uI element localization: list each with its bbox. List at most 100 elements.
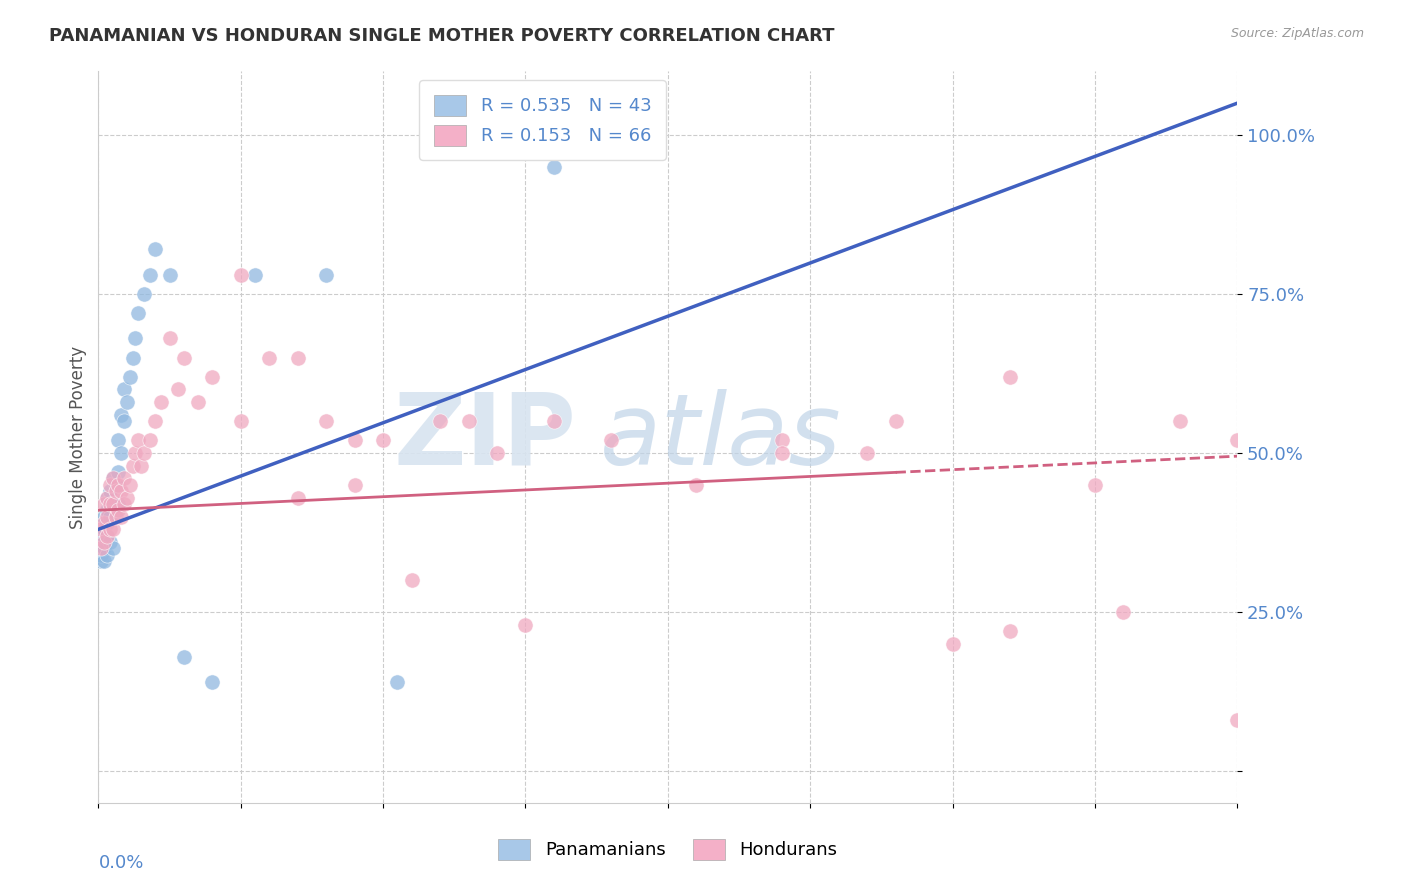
Point: [96, 529, 118, 543]
Point: [101, 497, 124, 511]
Point: [90, 548, 112, 562]
Point: [429, 414, 451, 428]
Point: [1084, 477, 1107, 491]
Point: [1170, 414, 1192, 428]
Point: [104, 477, 127, 491]
Point: [121, 458, 143, 473]
Point: [112, 414, 135, 428]
Point: [159, 331, 181, 345]
Point: [115, 491, 138, 505]
Point: [93, 554, 115, 568]
Point: [110, 408, 132, 422]
Point: [600, 434, 623, 448]
Point: [107, 465, 129, 479]
Point: [145, 414, 167, 428]
Point: [543, 414, 565, 428]
Point: [107, 503, 129, 517]
Point: [93, 497, 115, 511]
Point: [259, 351, 281, 365]
Legend: Panamanians, Hondurans: Panamanians, Hondurans: [491, 831, 845, 867]
Point: [118, 477, 141, 491]
Point: [229, 414, 252, 428]
Point: [98, 477, 121, 491]
Point: [98, 522, 121, 536]
Point: [93, 529, 115, 543]
Point: [127, 306, 149, 320]
Point: [110, 446, 132, 460]
Point: [343, 477, 366, 491]
Point: [104, 509, 127, 524]
Point: [229, 268, 252, 282]
Point: [1112, 605, 1135, 619]
Point: [90, 535, 112, 549]
Point: [98, 484, 121, 499]
Point: [1226, 713, 1249, 727]
Point: [998, 369, 1021, 384]
Point: [96, 509, 118, 524]
Text: 0.0%: 0.0%: [98, 854, 143, 872]
Point: [243, 268, 266, 282]
Point: [129, 458, 152, 473]
Point: [159, 268, 181, 282]
Point: [112, 497, 135, 511]
Point: [112, 383, 135, 397]
Point: [93, 541, 115, 556]
Point: [1226, 434, 1249, 448]
Point: [315, 414, 337, 428]
Point: [110, 484, 132, 499]
Point: [401, 573, 423, 587]
Point: [486, 446, 509, 460]
Point: [287, 491, 309, 505]
Point: [138, 434, 160, 448]
Point: [107, 434, 129, 448]
Point: [856, 446, 879, 460]
Point: [96, 491, 118, 505]
Point: [96, 503, 118, 517]
Point: [127, 434, 149, 448]
Point: [132, 287, 155, 301]
Point: [101, 471, 124, 485]
Point: [201, 369, 224, 384]
Point: [770, 434, 793, 448]
Point: [132, 446, 155, 460]
Point: [150, 395, 173, 409]
Point: [118, 369, 141, 384]
Text: ZIP: ZIP: [394, 389, 576, 485]
Point: [884, 414, 907, 428]
Point: [942, 637, 965, 651]
Point: [96, 529, 118, 543]
Point: [93, 535, 115, 549]
Text: Source: ZipAtlas.com: Source: ZipAtlas.com: [1230, 27, 1364, 40]
Point: [98, 509, 121, 524]
Point: [101, 471, 124, 485]
Point: [770, 446, 793, 460]
Point: [101, 541, 124, 556]
Point: [96, 548, 118, 562]
Point: [110, 509, 132, 524]
Point: [98, 497, 121, 511]
Point: [187, 395, 209, 409]
Point: [104, 484, 127, 499]
Point: [90, 522, 112, 536]
Point: [107, 497, 129, 511]
Point: [112, 471, 135, 485]
Point: [287, 351, 309, 365]
Point: [93, 522, 115, 536]
Point: [457, 414, 479, 428]
Point: [98, 535, 121, 549]
Point: [90, 541, 112, 556]
Point: [315, 268, 337, 282]
Text: PANAMANIAN VS HONDURAN SINGLE MOTHER POVERTY CORRELATION CHART: PANAMANIAN VS HONDURAN SINGLE MOTHER POV…: [49, 27, 835, 45]
Point: [93, 509, 115, 524]
Point: [373, 434, 395, 448]
Point: [543, 160, 565, 174]
Point: [167, 383, 190, 397]
Point: [998, 624, 1021, 638]
Point: [387, 675, 409, 690]
Point: [101, 497, 124, 511]
Point: [145, 243, 167, 257]
Point: [173, 649, 195, 664]
Point: [201, 675, 224, 690]
Point: [515, 617, 537, 632]
Point: [115, 395, 138, 409]
